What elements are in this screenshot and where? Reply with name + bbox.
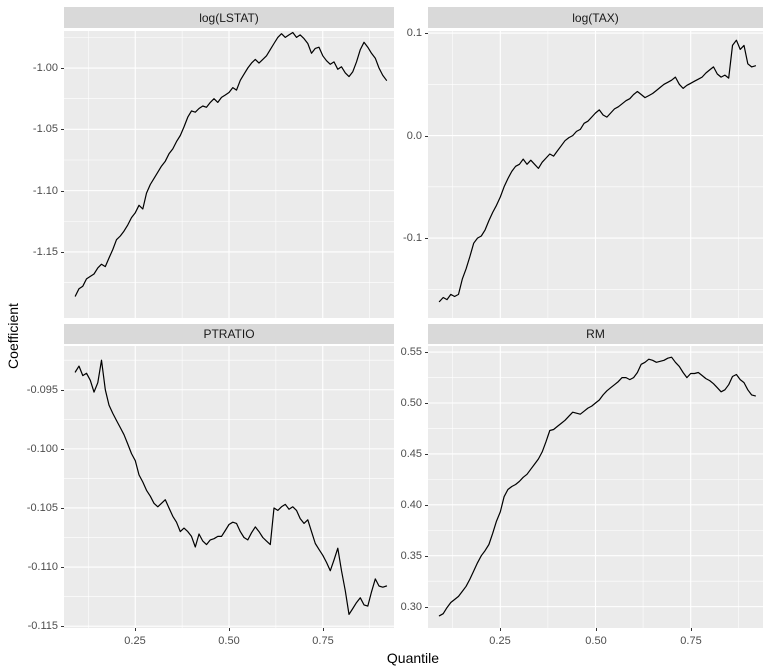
facet-title: log(LSTAT) (199, 10, 259, 25)
y-tick-mark (61, 390, 64, 391)
facet-title: RM (586, 327, 605, 341)
facet-panel-log-lstat (64, 31, 394, 318)
facet-strip-rm: RM (428, 324, 763, 344)
y-tick-mark (425, 454, 428, 455)
y-tick-mark (425, 238, 428, 239)
coefficient-line-ptratio (74, 359, 388, 615)
x-tick-label: 0.75 (680, 635, 702, 647)
y-tick-label: 0.40 (400, 499, 422, 511)
y-tick-label: -1.15 (32, 246, 58, 258)
y-tick-label: -1.05 (32, 123, 58, 135)
y-tick-label: 0.35 (400, 550, 422, 562)
x-tick-mark (500, 628, 501, 631)
y-axis-title: Coefficient (5, 303, 21, 369)
y-tick-label: -0.105 (26, 502, 58, 514)
y-tick-mark (425, 136, 428, 137)
y-tick-mark (61, 449, 64, 450)
y-tick-mark (425, 607, 428, 608)
x-tick-label: 0.50 (218, 635, 240, 647)
facet-strip-log-lstat: log(LSTAT) (64, 7, 394, 28)
x-axis-title: Quantile (386, 650, 440, 666)
y-tick-mark (425, 352, 428, 353)
y-tick-label: 0.50 (400, 397, 422, 409)
facet-title: log(TAX) (572, 10, 619, 25)
y-tick-mark (425, 33, 428, 34)
y-tick-label: 0.55 (400, 346, 422, 358)
facet-panel-ptratio (64, 346, 394, 628)
y-tick-mark (425, 505, 428, 506)
x-tick-label: 0.75 (312, 635, 334, 647)
x-tick-mark (323, 628, 324, 631)
x-tick-label: 0.50 (585, 635, 607, 647)
x-tick-mark (135, 628, 136, 631)
coefficient-line-log-lstat (74, 31, 388, 297)
y-tick-mark (61, 191, 64, 192)
y-tick-label: -0.115 (27, 620, 58, 632)
y-tick-mark (61, 508, 64, 509)
facet-panel-rm (428, 346, 763, 628)
y-tick-label: 0.30 (400, 601, 422, 613)
y-tick-label: -1.00 (32, 62, 58, 74)
facet-panel-log-tax (428, 31, 763, 318)
x-tick-mark (691, 628, 692, 631)
y-tick-label: -0.110 (27, 561, 58, 573)
y-tick-label: -0.095 (26, 384, 58, 396)
facet-strip-log-tax: log(TAX) (428, 7, 763, 28)
y-tick-label: -1.10 (32, 185, 58, 197)
coefficient-line-log-tax (438, 39, 756, 303)
y-tick-mark (425, 556, 428, 557)
coefficient-line-rm (438, 356, 756, 617)
y-tick-mark (61, 68, 64, 69)
y-tick-mark (61, 626, 64, 627)
x-tick-label: 0.25 (489, 635, 511, 647)
y-tick-label: 0.45 (400, 448, 422, 460)
x-tick-mark (229, 628, 230, 631)
y-tick-mark (425, 403, 428, 404)
y-tick-label: -0.100 (26, 443, 58, 455)
y-tick-label: 0.1 (406, 27, 422, 39)
x-tick-label: 0.25 (124, 635, 146, 647)
x-tick-mark (596, 628, 597, 631)
y-tick-mark (61, 252, 64, 253)
y-tick-mark (61, 567, 64, 568)
facet-strip-ptratio: PTRATIO (64, 324, 394, 344)
y-tick-label: -0.1 (403, 232, 422, 244)
facet-title: PTRATIO (203, 327, 255, 341)
y-tick-mark (61, 129, 64, 130)
y-tick-label: 0.0 (406, 130, 422, 142)
